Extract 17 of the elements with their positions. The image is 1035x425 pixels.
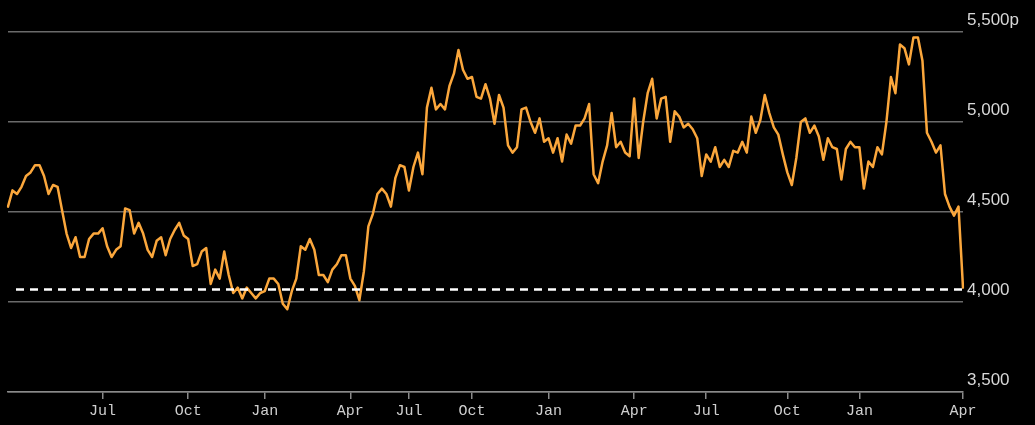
x-tick-label: Oct [458,402,486,420]
x-tick-label: Apr [949,402,977,420]
y-tick-label: 4,000 [967,279,1010,299]
x-tick-label: Oct [773,402,801,420]
y-tick-label: 5,000 [967,99,1010,119]
x-tick-label: Jul [89,402,117,420]
x-tick-label: Oct [174,402,202,420]
x-tick-label: Apr [620,402,648,420]
x-tick-label: Apr [336,402,364,420]
y-tick-label: 3,500 [967,369,1010,389]
y-tick-label: 4,500 [967,189,1010,209]
x-tick-label: Jan [845,402,873,420]
x-tick-label: Jul [395,402,423,420]
y-tick-label: 5,500p [967,9,1019,29]
x-tick-label: Jul [692,402,720,420]
x-tick-label: Jan [535,402,563,420]
x-tick-label: Jan [251,402,279,420]
